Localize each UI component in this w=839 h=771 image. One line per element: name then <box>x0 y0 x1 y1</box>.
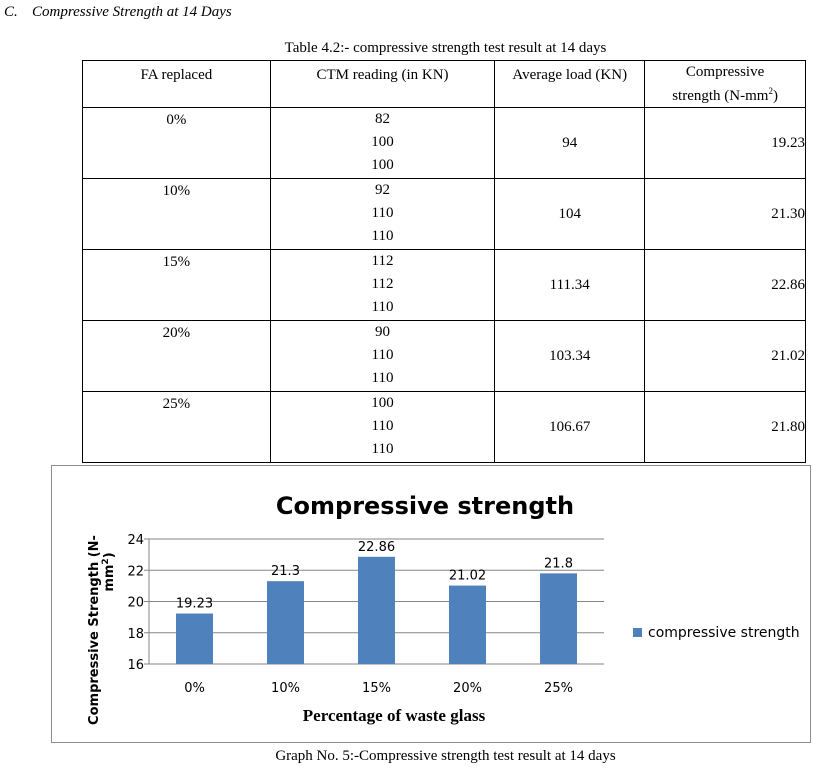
x-tick-label: 10% <box>271 681 300 696</box>
cell-fa-replaced: 10% <box>82 178 271 250</box>
ctm-reading: 110 <box>371 228 394 244</box>
cell-ctm-readings: 92 110 110 <box>269 178 496 250</box>
section-title: Compressive Strength at 14 Days <box>32 4 232 20</box>
data-label: 22.86 <box>358 540 395 555</box>
data-label: 19.23 <box>176 597 213 612</box>
bar <box>267 581 304 664</box>
ctm-reading: 110 <box>371 418 394 434</box>
cell-average-load: 104 <box>494 178 646 250</box>
cell-fa-replaced: 15% <box>82 249 271 321</box>
legend-label: compressive strength <box>648 625 800 641</box>
cell-ctm-readings: 82 100 100 <box>269 107 496 179</box>
chart-area: Compressive strength 16 18 20 22 24 19.23 0% 21.… <box>51 465 811 743</box>
ctm-reading: 82 <box>375 111 391 127</box>
header-ctm-reading: CTM reading (in KN) <box>269 60 496 108</box>
cell-compressive-strength: 19.23 <box>644 107 806 179</box>
cell-fa-replaced: 25% <box>82 391 271 463</box>
results-table: FA replaced CTM reading (in KN) Average … <box>82 60 806 463</box>
table-row: 10% 92 110 110 104 21.30 <box>82 178 806 250</box>
section-heading: C. Compressive Strength at 14 Days <box>4 4 232 21</box>
y-axis-title-line2: mm2) <box>101 552 117 591</box>
y-axis-title: Compressive Strength (N-mm2) <box>87 535 117 725</box>
chart-title: Compressive strength <box>276 492 574 520</box>
cell-ctm-readings: 100 110 110 <box>269 391 496 463</box>
ctm-reading: 100 <box>371 157 394 173</box>
bar <box>176 613 213 664</box>
ctm-reading: 100 <box>371 134 394 150</box>
cell-average-load: 111.34 <box>494 249 646 321</box>
table-row: 0% 82 100 100 94 19.23 <box>82 107 806 179</box>
ctm-reading: 110 <box>371 441 394 457</box>
ctm-reading: 110 <box>371 370 394 386</box>
y-tick-label: 16 <box>127 658 144 673</box>
chart-svg: Compressive strength 16 18 20 22 24 19.23 0% 21.… <box>87 492 800 725</box>
cell-ctm-readings: 90 110 110 <box>269 320 496 392</box>
table-row: 15% 112 112 110 111.34 22.86 <box>82 249 806 321</box>
table-header-row: FA replaced CTM reading (in KN) Average … <box>82 60 806 108</box>
bar <box>540 573 577 664</box>
cell-fa-replaced: 20% <box>82 320 271 392</box>
cell-compressive-strength: 21.80 <box>644 391 806 463</box>
cell-compressive-strength: 21.02 <box>644 320 806 392</box>
table-row: 20% 90 110 110 103.34 21.02 <box>82 320 806 392</box>
x-axis-title: Percentage of waste glass <box>303 706 486 725</box>
cell-average-load: 94 <box>494 107 646 179</box>
ctm-reading: 92 <box>375 182 391 198</box>
x-tick-label: 25% <box>544 681 573 696</box>
ctm-reading: 112 <box>371 253 394 269</box>
bar <box>449 585 486 664</box>
cell-compressive-strength: 21.30 <box>644 178 806 250</box>
x-tick-label: 15% <box>362 681 391 696</box>
ctm-reading: 110 <box>371 205 394 221</box>
y-axis-title-line1: Compressive Strength (N- <box>87 535 102 725</box>
bar <box>358 556 395 664</box>
section-number: C. <box>4 4 18 20</box>
ctm-reading: 110 <box>371 299 394 315</box>
cell-compressive-strength: 22.86 <box>644 249 806 321</box>
table-caption: Table 4.2:- compressive strength test re… <box>284 40 607 56</box>
table-row: 25% 100 110 110 106.67 21.80 <box>82 391 806 463</box>
y-tick-label: 24 <box>127 533 144 548</box>
data-label: 21.8 <box>544 556 573 571</box>
y-tick-label: 20 <box>127 596 144 611</box>
data-label: 21.02 <box>449 569 486 584</box>
ctm-reading: 110 <box>371 347 394 363</box>
x-tick-label: 20% <box>453 681 482 696</box>
header-average-load: Average load (KN) <box>494 60 646 108</box>
ctm-reading: 90 <box>375 324 391 340</box>
ctm-reading: 100 <box>371 395 394 411</box>
legend-swatch <box>633 628 642 637</box>
y-tick-label: 22 <box>127 564 144 579</box>
cell-ctm-readings: 112 112 110 <box>269 249 496 321</box>
header-fa-replaced: FA replaced <box>82 60 271 108</box>
data-label: 21.3 <box>271 564 300 579</box>
cell-average-load: 106.67 <box>494 391 646 463</box>
x-tick-label: 0% <box>184 681 205 696</box>
y-tick-label: 18 <box>127 627 144 642</box>
cell-fa-replaced: 0% <box>82 107 271 179</box>
cell-average-load: 103.34 <box>494 320 646 392</box>
header-compressive-strength: Compressive strength (N-mm2) <box>644 60 806 108</box>
ctm-reading: 112 <box>371 276 394 292</box>
graph-caption: Graph No. 5:-Compressive strength test r… <box>275 748 616 764</box>
